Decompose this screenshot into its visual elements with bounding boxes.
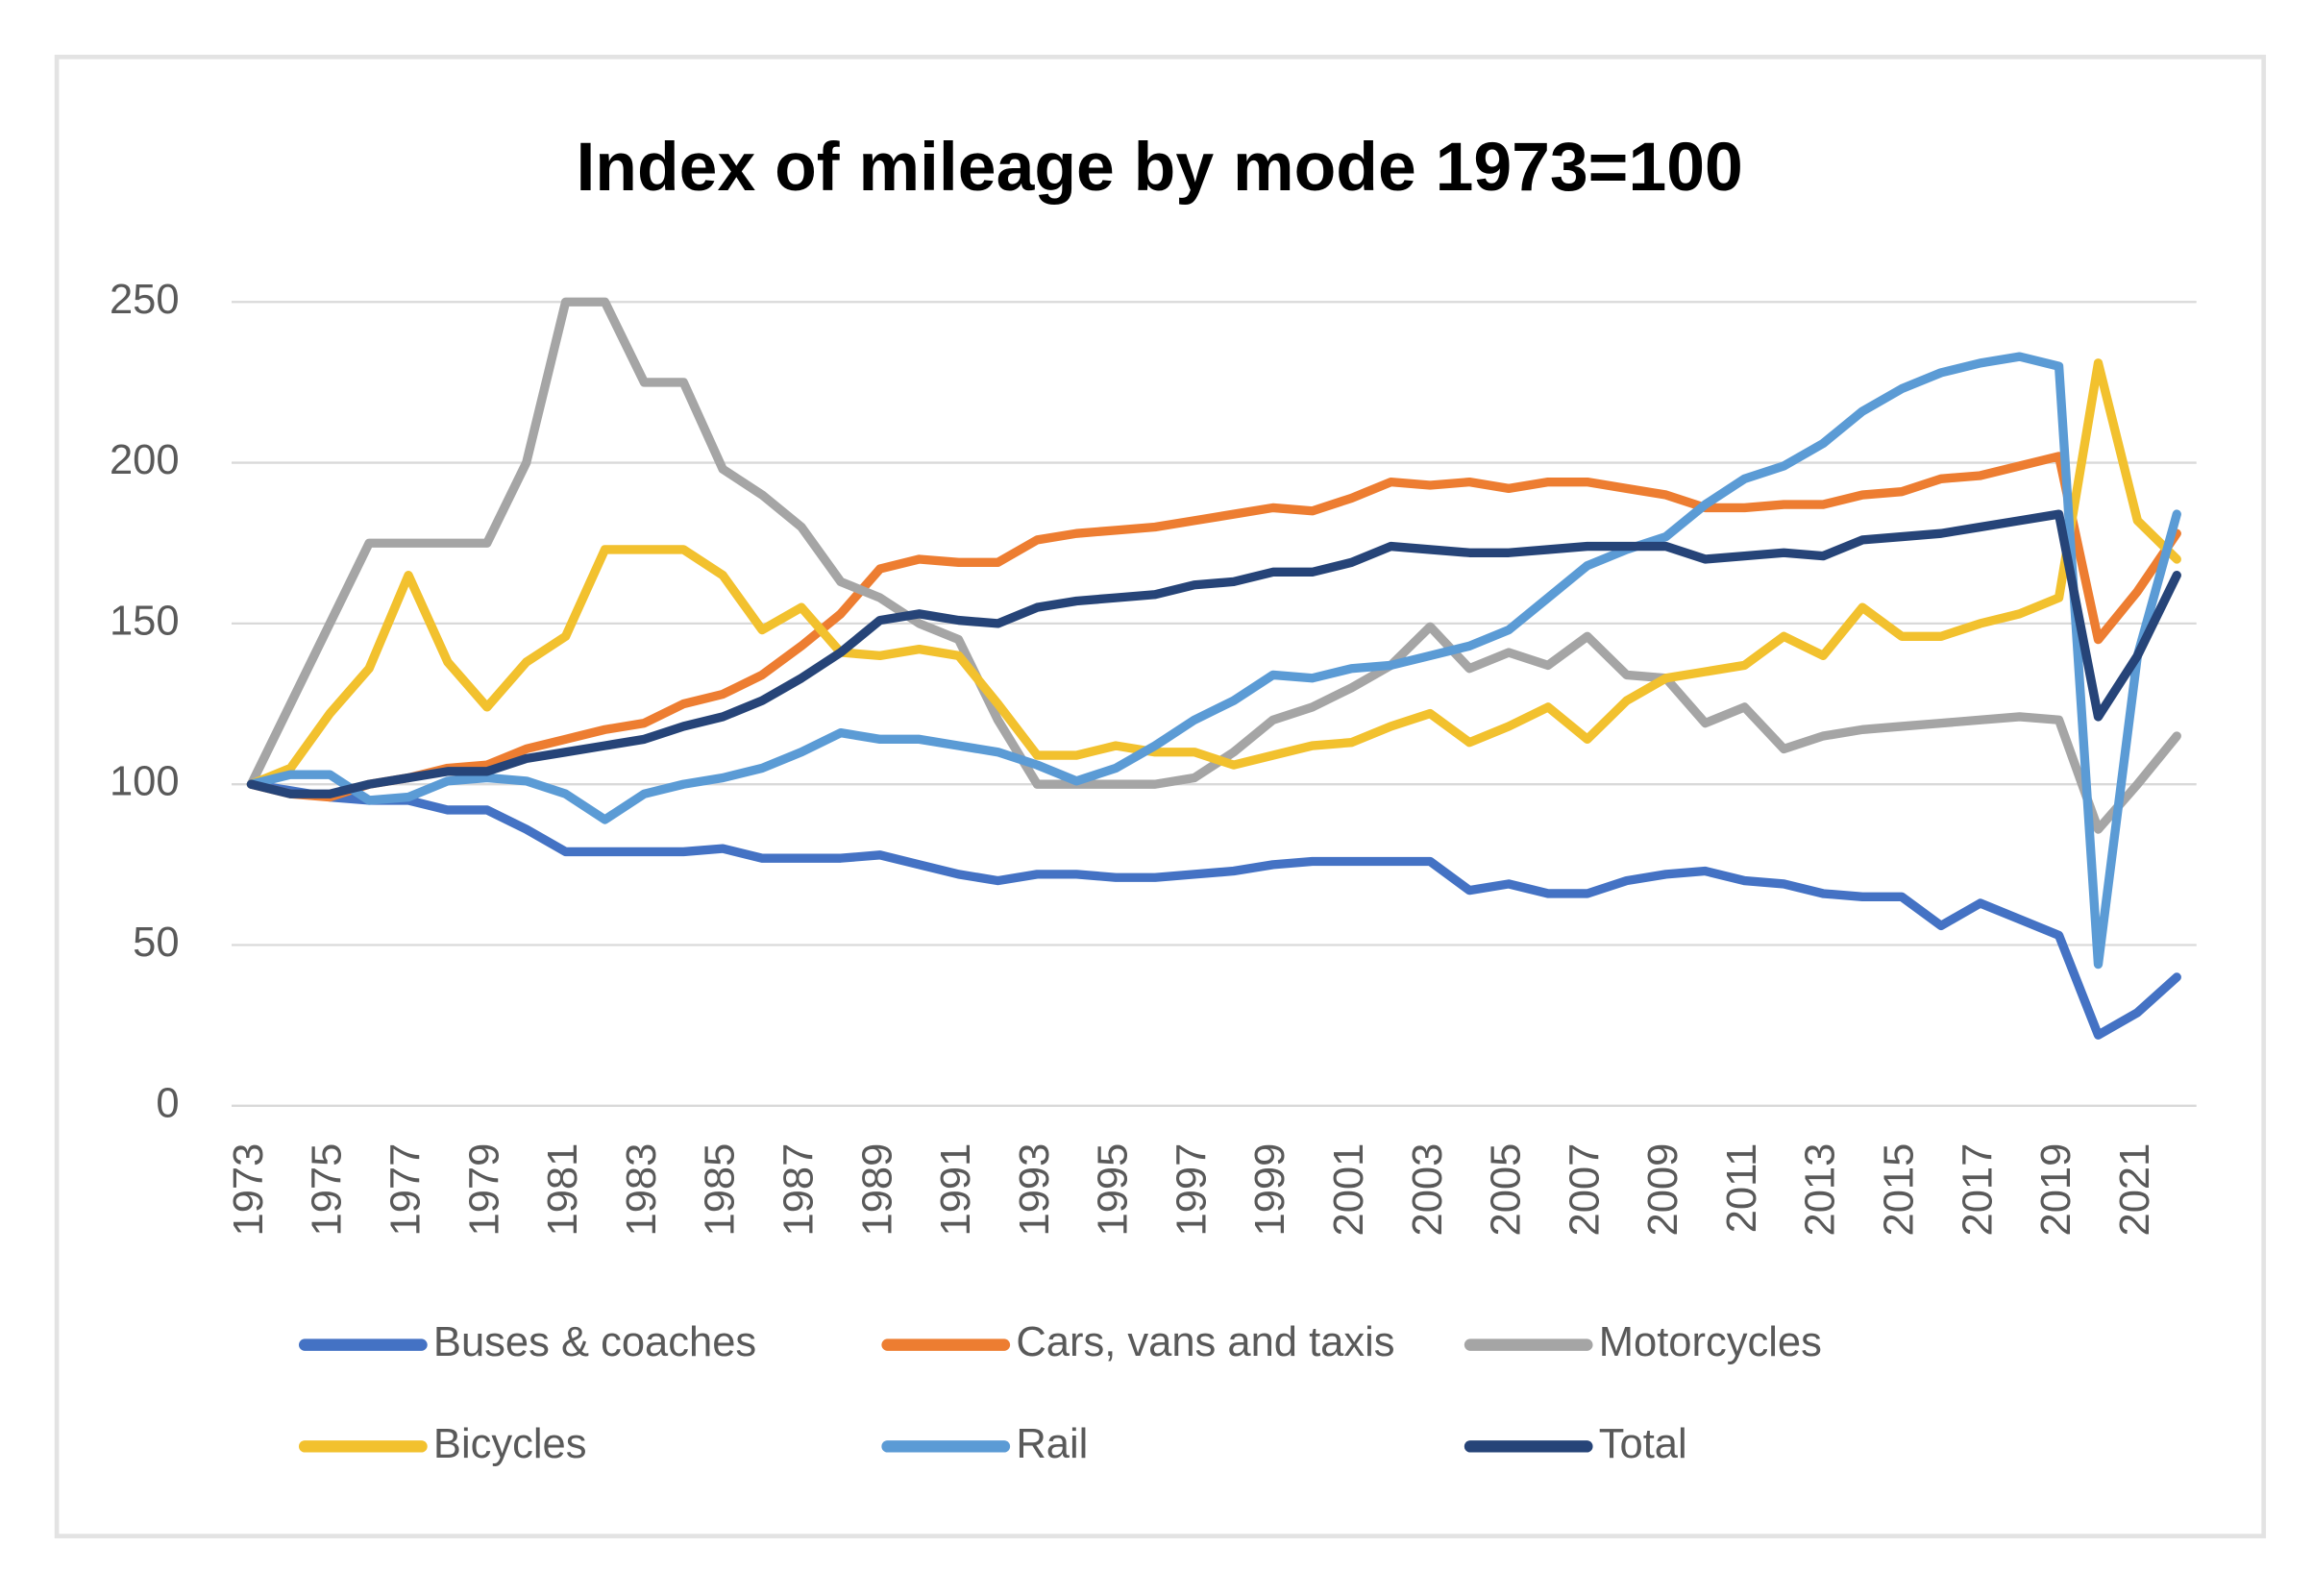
legend-label: Bicycles	[433, 1421, 587, 1467]
x-tick-label: 1989	[854, 1143, 900, 1237]
series-line	[246, 452, 2181, 802]
x-tick-label: 2021	[2112, 1143, 2158, 1237]
legend-label: Rail	[1016, 1421, 1088, 1467]
series-line	[246, 358, 2181, 789]
x-tick-label: 2001	[1326, 1143, 1372, 1237]
y-tick-label: 100	[110, 759, 180, 805]
series-line	[246, 779, 2181, 1040]
legend-label: Total	[1599, 1421, 1687, 1467]
x-tick-label: 1977	[383, 1143, 430, 1237]
x-tick-label: 2013	[1798, 1143, 1844, 1237]
x-tick-label: 1993	[1012, 1143, 1058, 1237]
y-tick-label: 0	[156, 1080, 179, 1126]
x-tick-label: 1991	[933, 1143, 979, 1237]
x-tick-label: 1981	[540, 1143, 586, 1237]
legend-label: Cars, vans and taxis	[1016, 1319, 1394, 1365]
x-tick-label: 1995	[1091, 1143, 1137, 1237]
x-tick-label: 1997	[1169, 1143, 1215, 1237]
x-tick-label: 2009	[1640, 1143, 1686, 1237]
x-tick-label: 2019	[2033, 1143, 2079, 1237]
series-line	[246, 352, 2181, 970]
chart-frame	[54, 54, 2267, 1538]
chart-title: Index of mileage by mode 1973=100	[576, 129, 1742, 206]
legend-label: Buses & coaches	[433, 1319, 756, 1365]
x-tick-label: 1999	[1247, 1143, 1293, 1237]
y-tick-label: 250	[110, 277, 180, 323]
x-tick-label: 2015	[1877, 1143, 1923, 1237]
y-tick-label: 200	[110, 437, 180, 483]
series-line	[246, 297, 2181, 834]
x-tick-label: 1985	[698, 1143, 744, 1237]
y-tick-label: 50	[133, 920, 179, 966]
x-tick-label: 1987	[775, 1143, 822, 1237]
x-tick-label: 2005	[1484, 1143, 1530, 1237]
x-tick-label: 2003	[1405, 1143, 1451, 1237]
series-line	[246, 509, 2181, 798]
x-tick-label: 1983	[619, 1143, 665, 1237]
x-tick-label: 2007	[1562, 1143, 1608, 1237]
x-tick-label: 1975	[305, 1143, 351, 1237]
x-tick-label: 1973	[226, 1143, 272, 1237]
x-tick-label: 1979	[461, 1143, 507, 1237]
legend-label: Motorcycles	[1599, 1319, 1822, 1365]
x-tick-label: 2017	[1955, 1143, 2001, 1237]
x-tick-label: 2011	[1719, 1143, 1765, 1234]
y-tick-label: 150	[110, 598, 180, 644]
